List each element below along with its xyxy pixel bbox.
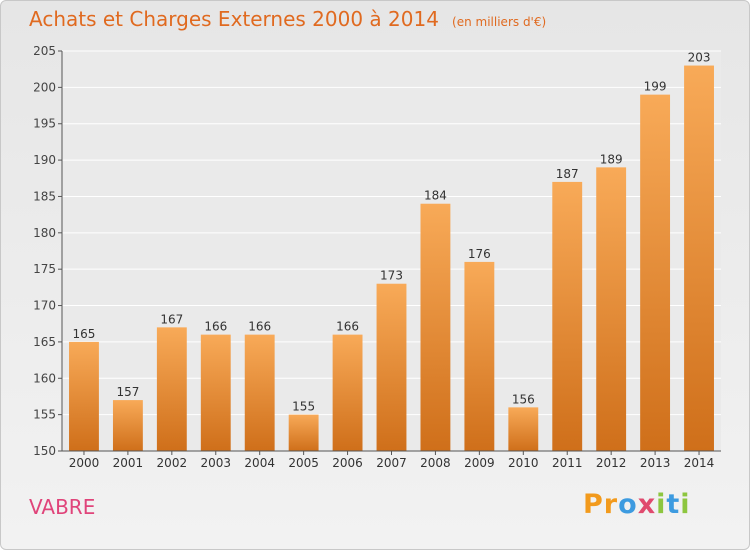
data-label: 173 bbox=[380, 269, 403, 283]
logo-letter: t bbox=[666, 489, 681, 520]
data-label: 184 bbox=[424, 189, 447, 203]
data-label: 176 bbox=[468, 247, 491, 261]
x-tick-label: 2006 bbox=[332, 456, 363, 470]
data-label: 156 bbox=[512, 392, 535, 406]
bar bbox=[69, 341, 99, 451]
bar bbox=[288, 414, 319, 451]
bar bbox=[508, 407, 539, 451]
data-label: 189 bbox=[600, 152, 623, 166]
x-tick-label: 2000 bbox=[69, 456, 100, 470]
y-tick-label: 180 bbox=[33, 226, 56, 240]
y-tick-label: 150 bbox=[33, 444, 56, 458]
y-tick-label: 195 bbox=[33, 117, 56, 131]
x-tick-label: 2002 bbox=[157, 456, 188, 470]
x-tick-label: 2001 bbox=[113, 456, 144, 470]
x-tick-label: 2003 bbox=[200, 456, 231, 470]
logo-letter: P bbox=[583, 489, 604, 520]
data-label: 166 bbox=[248, 320, 271, 334]
data-label: 203 bbox=[688, 51, 711, 65]
bar bbox=[332, 334, 363, 451]
bar bbox=[552, 181, 583, 451]
data-label: 166 bbox=[336, 320, 359, 334]
x-tick-label: 2014 bbox=[684, 456, 715, 470]
y-tick-label: 205 bbox=[33, 44, 56, 58]
x-tick-label: 2010 bbox=[508, 456, 539, 470]
y-tick-label: 185 bbox=[33, 189, 56, 203]
x-tick-label: 2007 bbox=[376, 456, 407, 470]
data-label: 187 bbox=[556, 167, 579, 181]
bar bbox=[376, 283, 407, 451]
bar bbox=[200, 334, 231, 451]
bar bbox=[244, 334, 275, 451]
bar bbox=[640, 94, 671, 452]
data-label: 155 bbox=[292, 400, 315, 414]
x-tick-label: 2009 bbox=[464, 456, 495, 470]
bar bbox=[596, 167, 627, 451]
x-tick-label: 2013 bbox=[640, 456, 671, 470]
axes: 150 155 160 165 170 175 180 185 190 195 200 205 2000… bbox=[33, 44, 721, 470]
chart-unit-note: (en milliers d'€) bbox=[452, 15, 547, 29]
data-label: 167 bbox=[160, 312, 183, 326]
x-tick-label: 2008 bbox=[420, 456, 451, 470]
y-tick-label: 160 bbox=[33, 371, 56, 385]
logo-letter: x bbox=[637, 489, 657, 520]
bar bbox=[420, 203, 451, 451]
bar bbox=[112, 400, 143, 451]
y-tick-label: 165 bbox=[33, 335, 56, 349]
logo-letter: i bbox=[656, 489, 667, 520]
proxiti-logo: Proxiti bbox=[583, 489, 691, 520]
y-tick-label: 175 bbox=[33, 262, 56, 276]
bar bbox=[156, 327, 187, 451]
chart-title: Achats et Charges Externes 2000 à 2014 bbox=[29, 7, 439, 31]
title-row: Achats et Charges Externes 2000 à 2014 (… bbox=[29, 7, 546, 31]
data-label: 165 bbox=[73, 327, 96, 341]
y-tick-label: 190 bbox=[33, 153, 56, 167]
commune-name: VABRE bbox=[29, 495, 96, 519]
bars: 165 157 167 166 166 155 166 173 184 176 156 187 189 1… bbox=[69, 51, 714, 452]
y-tick-label: 155 bbox=[33, 408, 56, 422]
x-tick-label: 2012 bbox=[596, 456, 627, 470]
y-tick-label: 170 bbox=[33, 299, 56, 313]
logo-letter: i bbox=[680, 489, 691, 520]
y-tick-label: 200 bbox=[33, 80, 56, 94]
logo-letter: r bbox=[603, 489, 619, 520]
logo-letter: o bbox=[618, 489, 638, 520]
x-tick-label: 2011 bbox=[552, 456, 583, 470]
x-tick-label: 2005 bbox=[288, 456, 319, 470]
bar bbox=[464, 261, 495, 451]
data-label: 157 bbox=[116, 385, 139, 399]
data-label: 166 bbox=[204, 320, 227, 334]
data-label: 199 bbox=[644, 80, 667, 94]
x-tick-label: 2004 bbox=[244, 456, 275, 470]
bar bbox=[684, 65, 714, 451]
